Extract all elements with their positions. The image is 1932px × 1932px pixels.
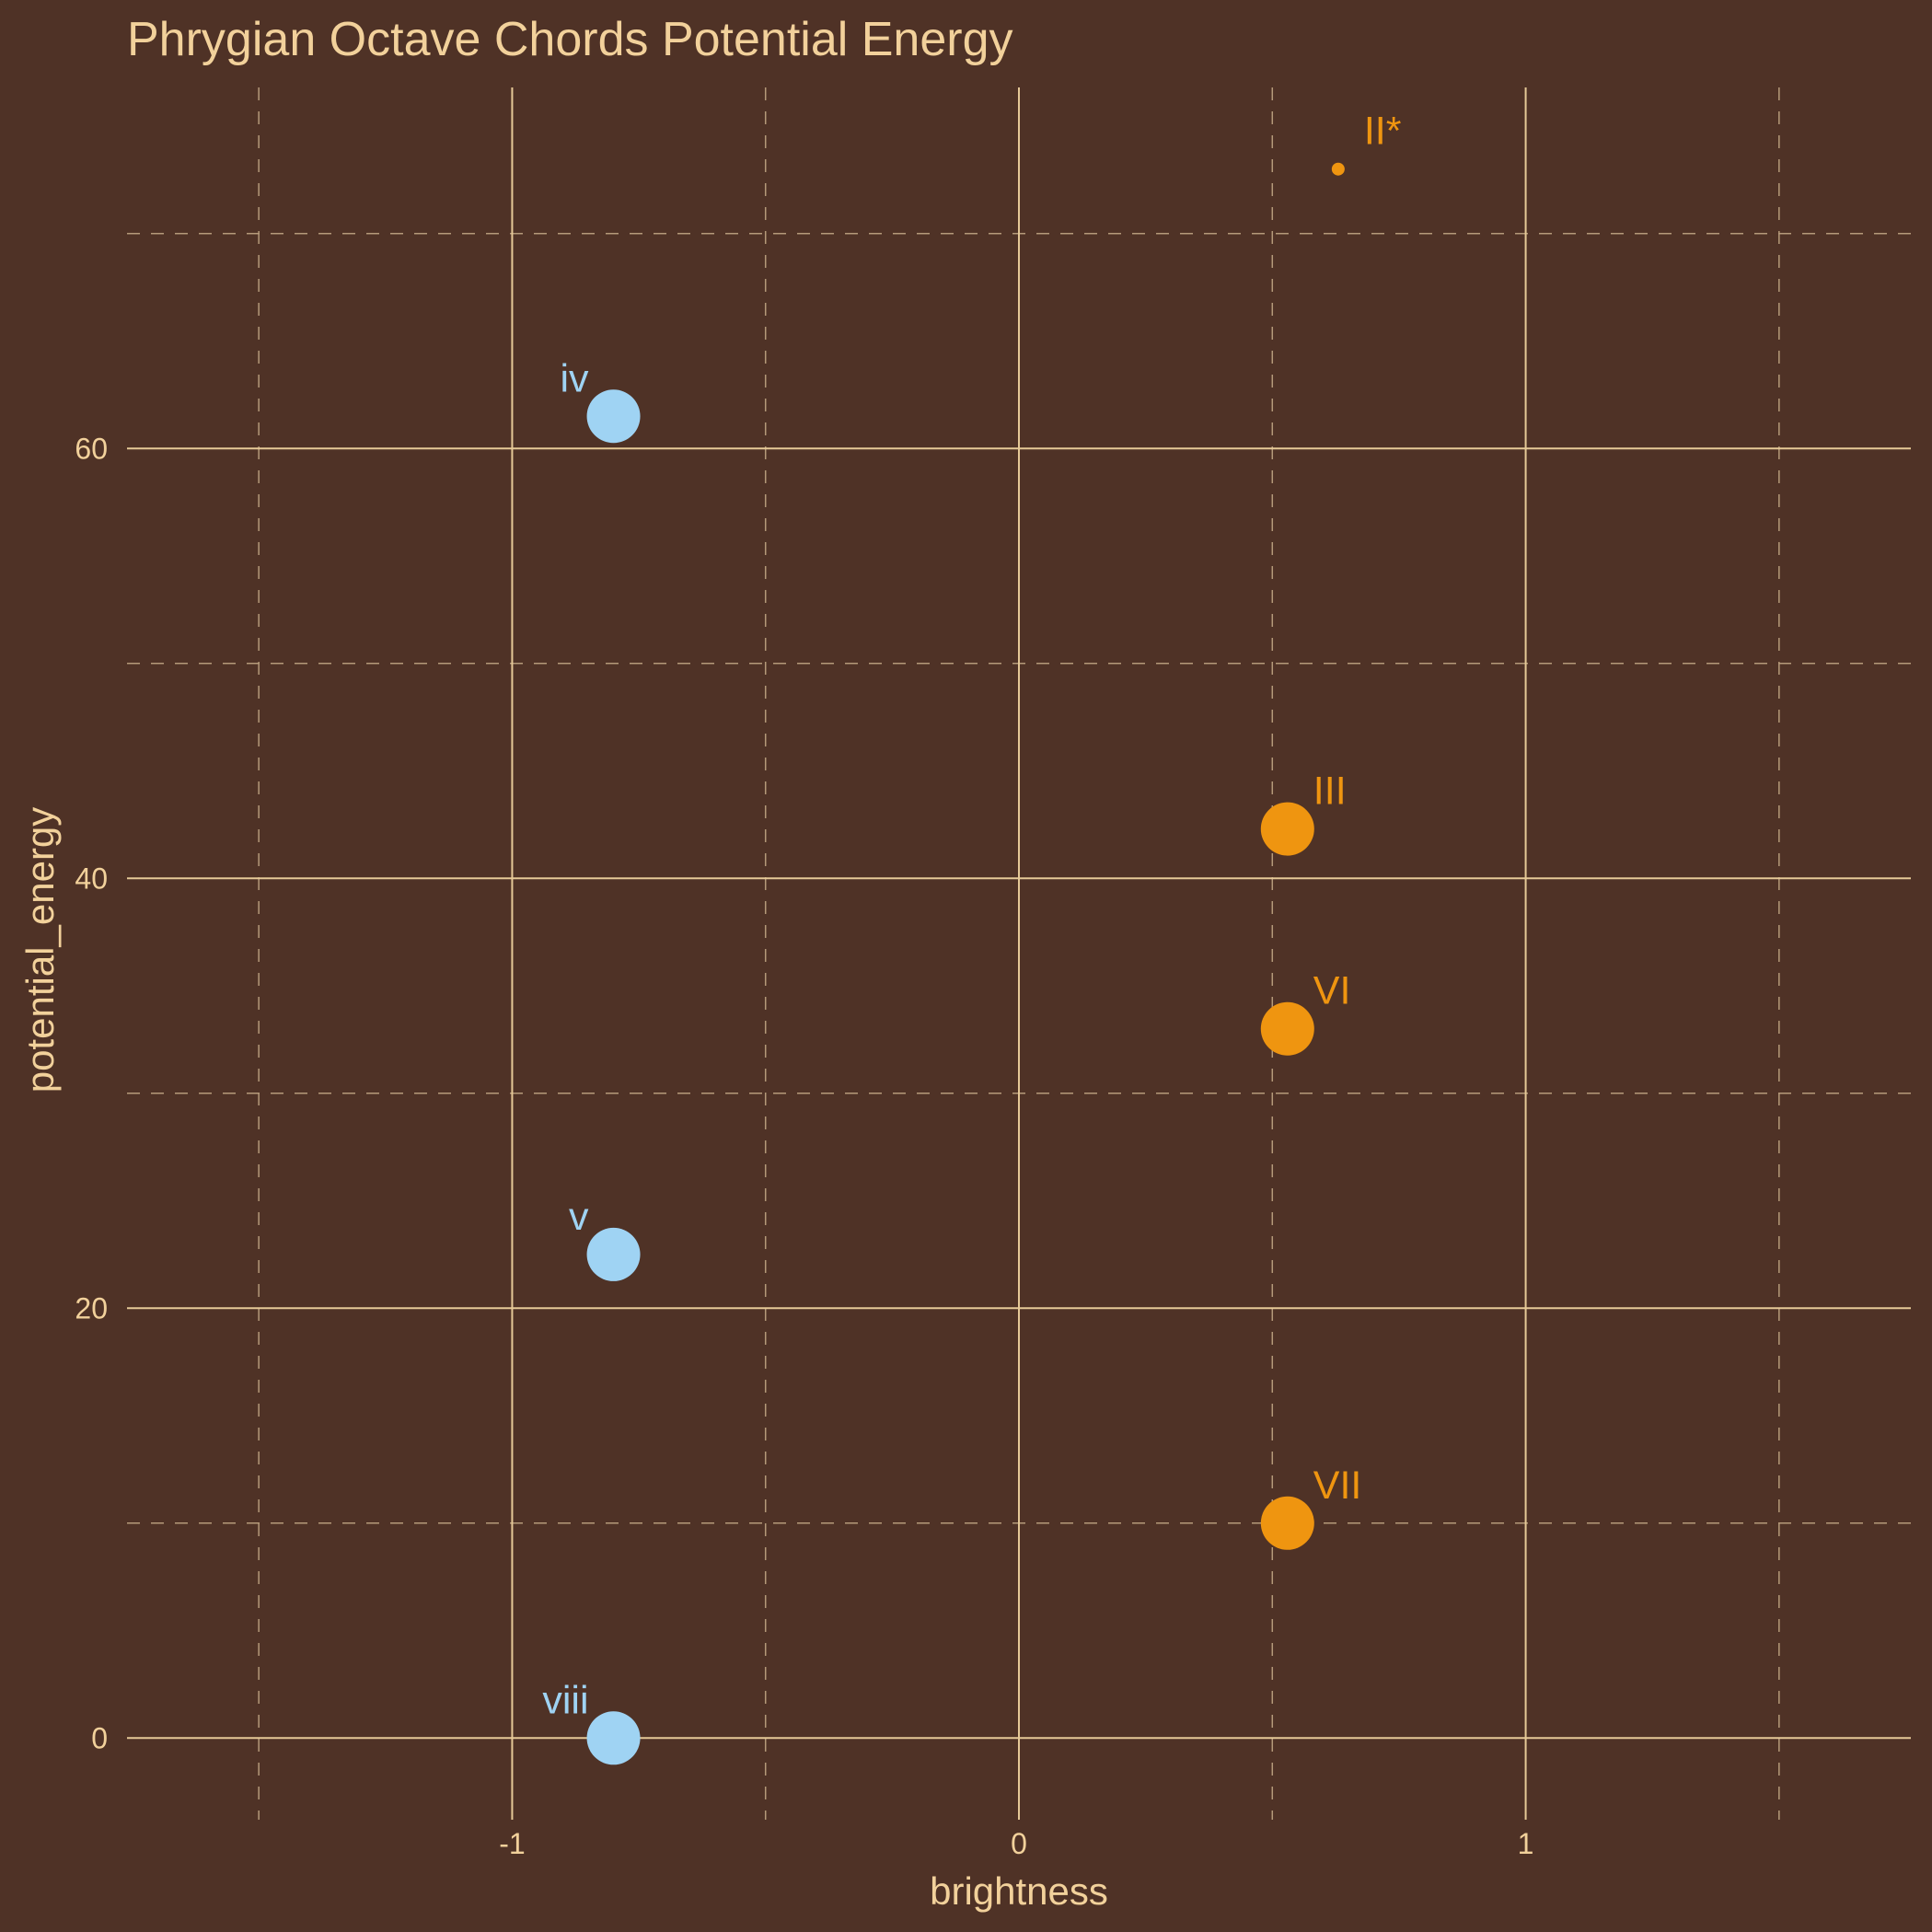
x-axis-title: brightness (930, 1869, 1108, 1913)
y-tick-label-1: 20 (75, 1291, 108, 1325)
point-label-viii: viii (542, 1678, 588, 1722)
x-tick-label-2: 1 (1518, 1827, 1534, 1860)
point-v (586, 1227, 641, 1281)
point-label-ii-: II* (1364, 110, 1402, 154)
point-iii (1260, 802, 1314, 856)
point-ii- (1331, 162, 1345, 176)
y-tick-label-2: 40 (75, 862, 108, 895)
point-vi (1260, 1001, 1314, 1056)
chart-title: Phrygian Octave Chords Potential Energy (127, 13, 1013, 66)
x-tick-label-0: -1 (499, 1827, 525, 1860)
point-label-layer: iv v viii III VI VII II* (542, 110, 1401, 1723)
point-label-v: v (569, 1195, 589, 1239)
y-tick-label-3: 60 (75, 432, 108, 465)
point-viii (586, 1711, 641, 1765)
point-vii (1260, 1496, 1314, 1550)
grid-layer (127, 87, 1911, 1820)
point-layer (586, 162, 1345, 1765)
y-axis-title: potential_energy (18, 807, 62, 1093)
point-label-vii: VII (1313, 1463, 1362, 1508)
point-label-iv: iv (560, 356, 589, 400)
x-tick-label-1: 0 (1011, 1827, 1027, 1860)
point-iv (586, 389, 641, 444)
point-label-vi: VI (1313, 969, 1351, 1013)
y-tick-label-0: 0 (91, 1721, 108, 1754)
point-label-iii: III (1313, 769, 1347, 814)
